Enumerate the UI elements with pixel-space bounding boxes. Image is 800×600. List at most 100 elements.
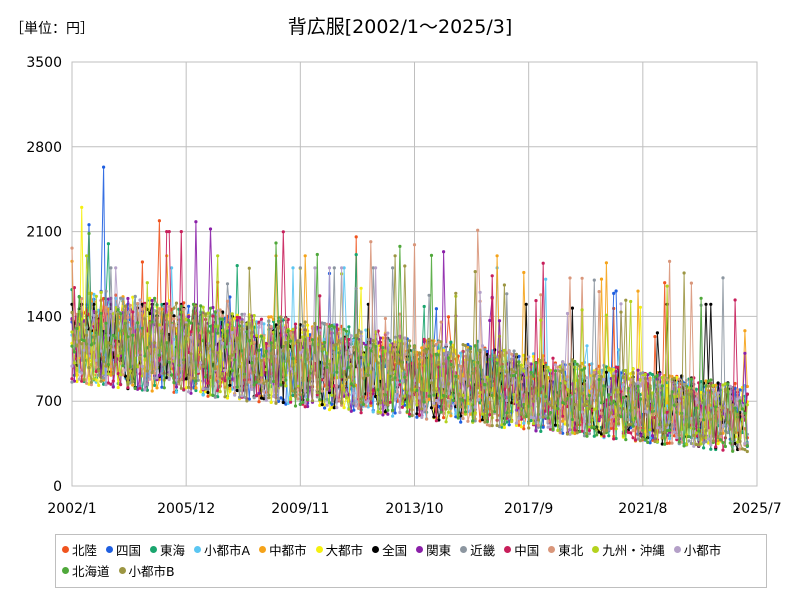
unit-label: ［単位：円］ xyxy=(10,21,94,37)
data-point xyxy=(318,335,322,339)
data-point xyxy=(427,337,431,341)
data-point xyxy=(233,326,237,330)
data-point xyxy=(646,373,650,377)
data-point xyxy=(75,379,79,384)
legend-marker-icon xyxy=(106,546,114,553)
data-point xyxy=(592,370,596,374)
data-point xyxy=(638,305,643,309)
data-point xyxy=(167,305,171,309)
data-point xyxy=(364,374,368,378)
data-point xyxy=(252,370,256,375)
data-point xyxy=(106,372,110,376)
data-point xyxy=(223,345,227,349)
legend-label: 四国 xyxy=(116,543,142,558)
data-point xyxy=(72,286,76,290)
legend-item: 関東 xyxy=(416,539,451,560)
data-point xyxy=(70,246,74,250)
data-point xyxy=(480,418,485,422)
data-point xyxy=(417,351,421,355)
data-point xyxy=(383,410,387,414)
data-point xyxy=(136,387,140,391)
data-point xyxy=(344,396,349,400)
data-point xyxy=(133,294,137,298)
data-point xyxy=(400,379,404,383)
data-point xyxy=(114,362,118,367)
data-point xyxy=(721,448,725,452)
data-point xyxy=(531,422,536,426)
data-point xyxy=(291,393,295,398)
data-point xyxy=(614,436,618,441)
data-point xyxy=(638,397,643,401)
data-point xyxy=(726,420,730,424)
data-point xyxy=(529,375,533,379)
data-point xyxy=(201,364,205,368)
data-point xyxy=(94,369,98,374)
data-point xyxy=(102,296,106,301)
data-point xyxy=(194,220,198,224)
data-point xyxy=(517,360,521,364)
data-point xyxy=(133,306,137,310)
data-point xyxy=(578,364,582,368)
data-point xyxy=(335,406,339,410)
data-point xyxy=(602,434,606,438)
data-point xyxy=(327,408,332,412)
data-point xyxy=(621,395,626,400)
data-point xyxy=(619,390,623,394)
legend-label: 全国 xyxy=(382,543,408,558)
data-point xyxy=(374,266,378,270)
data-point xyxy=(631,429,635,433)
data-point xyxy=(143,317,147,321)
data-point xyxy=(391,378,395,382)
data-point xyxy=(412,345,417,349)
data-point xyxy=(131,310,135,314)
data-point xyxy=(582,420,587,424)
data-point xyxy=(714,445,718,449)
data-point xyxy=(488,377,492,381)
data-point xyxy=(354,287,358,291)
data-point xyxy=(281,230,285,234)
data-point xyxy=(111,372,115,376)
data-point xyxy=(82,338,86,342)
data-point xyxy=(337,339,341,343)
data-point xyxy=(177,380,181,384)
data-point xyxy=(138,386,142,390)
data-point xyxy=(94,294,98,298)
data-point xyxy=(648,436,652,440)
data-point xyxy=(167,230,171,234)
data-point xyxy=(483,347,487,352)
data-point xyxy=(531,399,536,403)
data-point xyxy=(80,205,84,209)
data-point xyxy=(442,348,446,352)
data-point xyxy=(201,393,205,397)
data-point xyxy=(437,360,441,364)
data-point xyxy=(646,404,650,408)
data-point xyxy=(612,437,616,441)
data-point xyxy=(527,355,531,359)
data-point xyxy=(133,386,137,391)
data-point xyxy=(497,425,502,429)
data-point xyxy=(592,278,596,282)
data-point xyxy=(437,418,441,422)
data-point xyxy=(692,386,696,390)
data-point xyxy=(668,428,672,433)
data-point xyxy=(235,388,239,393)
data-point xyxy=(223,379,227,383)
data-point xyxy=(655,331,660,335)
data-point xyxy=(366,399,370,403)
data-point xyxy=(505,370,509,374)
data-point xyxy=(544,365,548,369)
data-point xyxy=(510,419,514,424)
data-point xyxy=(349,382,353,386)
data-point xyxy=(687,439,691,443)
data-point xyxy=(478,419,482,423)
data-point xyxy=(80,371,84,375)
data-point xyxy=(206,347,210,351)
data-point xyxy=(604,429,609,433)
data-point xyxy=(204,387,208,391)
data-point xyxy=(522,369,526,373)
data-point xyxy=(573,402,577,407)
data-point xyxy=(522,427,526,431)
data-point xyxy=(315,393,319,397)
data-point xyxy=(497,334,502,338)
data-point xyxy=(434,363,438,367)
